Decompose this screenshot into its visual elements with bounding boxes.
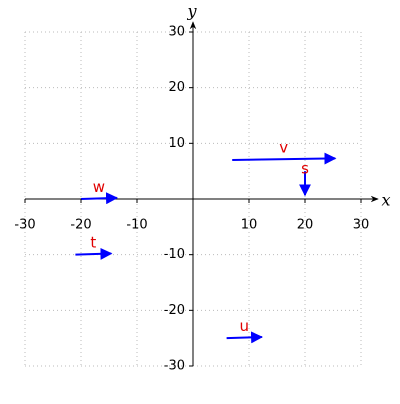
vector-label: t <box>90 234 96 252</box>
x-tick-label: 20 <box>297 218 314 233</box>
vectors: vs w t u <box>75 139 337 344</box>
vector-label: v <box>279 139 288 157</box>
y-tick-label: -20 <box>164 303 185 318</box>
x-axis-label: x <box>381 191 390 210</box>
x-tick-label: -10 <box>126 218 147 233</box>
y-tick-label: -30 <box>164 359 185 374</box>
vector-label: u <box>239 317 249 335</box>
vector-label: s <box>301 160 309 178</box>
y-tick-label: -10 <box>164 247 185 262</box>
vector-arrow <box>232 152 337 165</box>
x-tick-label: 10 <box>241 218 258 233</box>
y-tick-label: 20 <box>168 80 185 95</box>
vector-arrow <box>75 247 113 260</box>
x-tick-label: 30 <box>353 218 370 233</box>
y-tick-label: 10 <box>168 136 185 151</box>
vector-arrow <box>226 331 264 344</box>
x-tick-label: -30 <box>14 218 35 233</box>
vector-label: w <box>93 178 105 196</box>
y-axis-label: y <box>186 2 197 21</box>
y-tick-label: 30 <box>168 25 185 40</box>
vector-arrow <box>80 192 119 205</box>
x-tick-label: -20 <box>70 218 91 233</box>
